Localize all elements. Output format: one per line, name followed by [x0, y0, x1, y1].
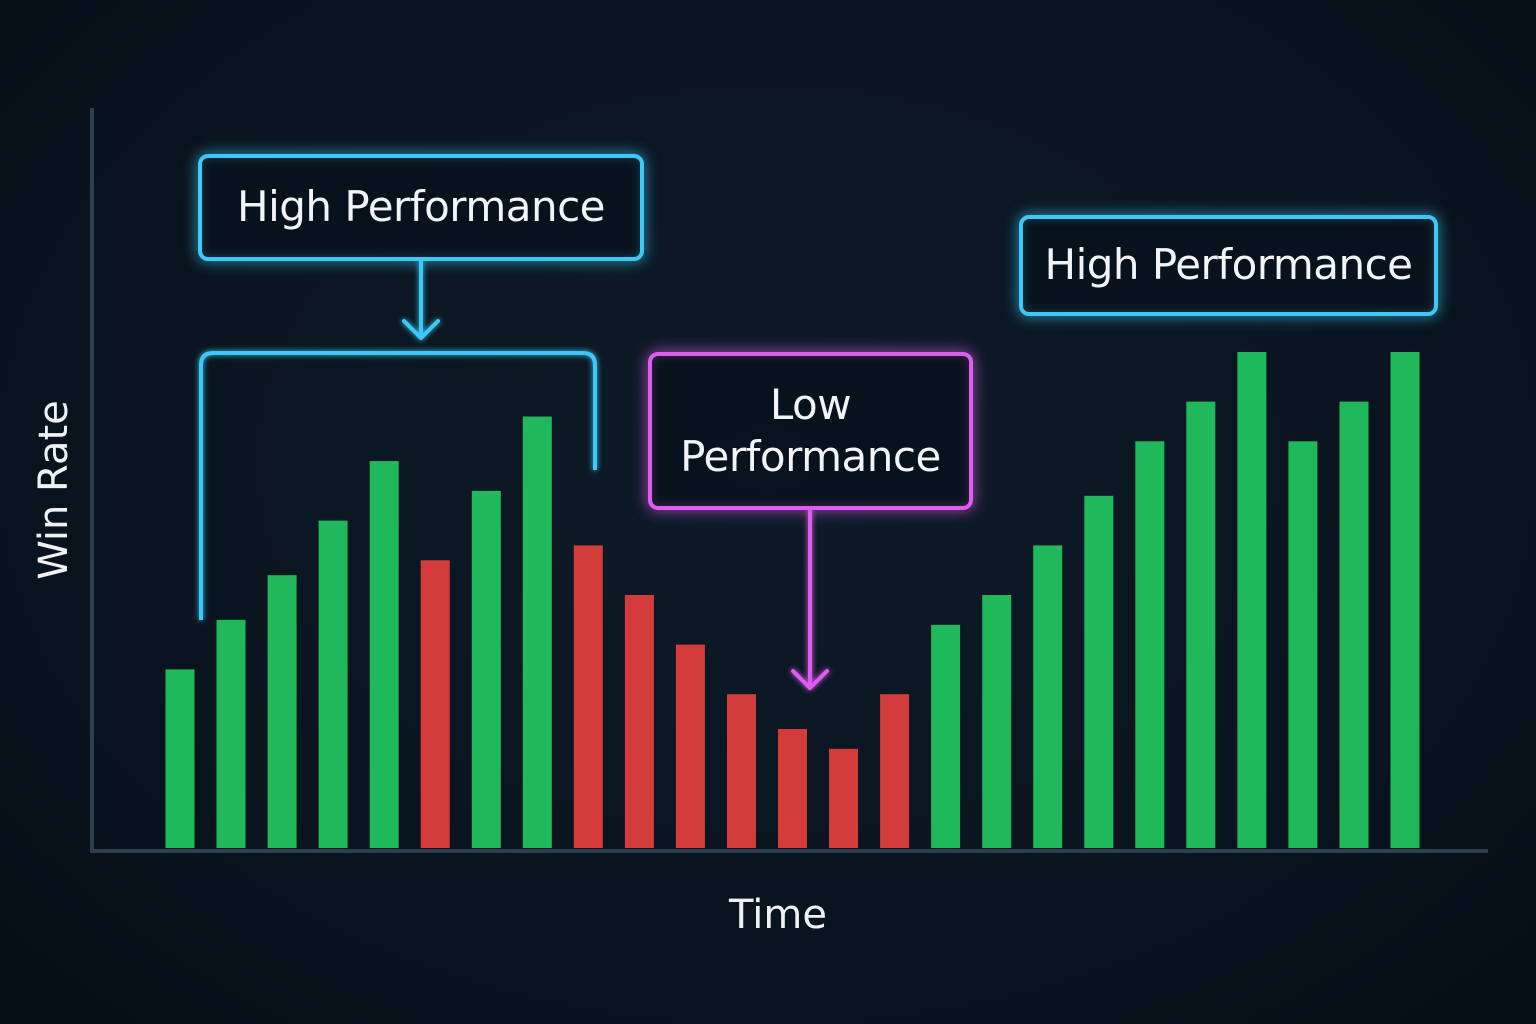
bar-23	[1288, 441, 1318, 848]
bar-13	[778, 729, 807, 848]
bar-2	[216, 619, 246, 848]
bar-24	[1339, 401, 1369, 848]
bar-20	[1135, 441, 1165, 848]
arrow-down-icon	[791, 509, 829, 690]
bar-7	[471, 490, 501, 848]
bracket-tail-left	[199, 540, 203, 620]
y-axis-label: Win Rate	[31, 400, 77, 580]
bar-17	[982, 595, 1012, 848]
high-performance-bracket	[199, 351, 597, 620]
bar-10	[624, 595, 654, 848]
bar-6	[420, 560, 450, 848]
bar-15	[880, 694, 910, 848]
annotation-connectors	[199, 260, 829, 690]
bar-14	[829, 748, 858, 848]
bar-9	[573, 545, 603, 848]
bar-19	[1084, 495, 1114, 848]
axes-layer	[90, 108, 1488, 853]
bar-25	[1390, 352, 1420, 848]
arrow-down-icon	[402, 260, 440, 340]
bar-22	[1237, 352, 1267, 848]
bar-1	[165, 669, 195, 848]
annotation-high-performance-right: High Performance	[1019, 215, 1438, 316]
bar-5	[369, 461, 399, 848]
bar-4	[318, 520, 348, 848]
bars-layer	[165, 352, 1420, 848]
bar-11	[675, 644, 705, 848]
bar-16	[931, 624, 961, 848]
bar-21	[1186, 401, 1216, 848]
annotation-high-performance-left: High Performance	[198, 154, 644, 261]
bar-8	[522, 416, 552, 848]
bar-18	[1033, 545, 1063, 848]
bar-12	[727, 694, 756, 848]
bar-3	[267, 575, 297, 848]
annotation-low-performance: Low Performance	[648, 352, 973, 510]
x-axis-label: Time	[729, 892, 827, 938]
